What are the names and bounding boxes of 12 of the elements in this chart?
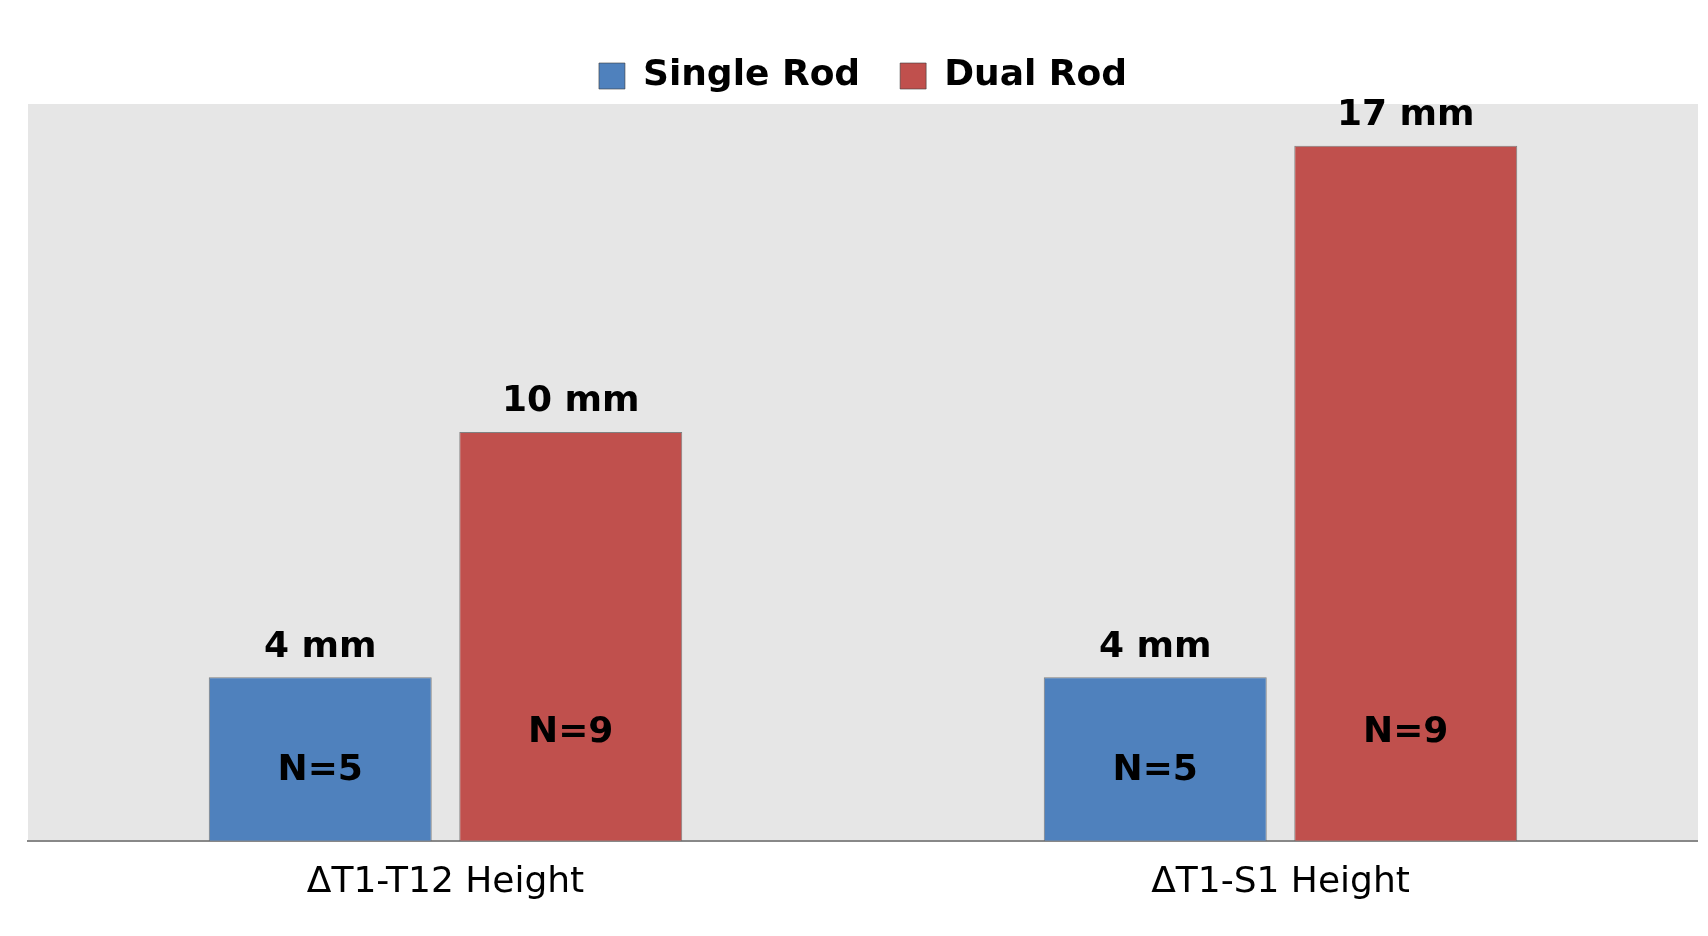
legend-label: Dual Rod — [944, 52, 1128, 94]
data-label: 4 mm — [263, 623, 377, 665]
data-label: 17 mm — [1336, 92, 1475, 134]
annotation: N=5 — [277, 747, 363, 789]
x-tick-label: ΔT1-S1 Height — [1151, 858, 1410, 900]
annotation: N=9 — [528, 709, 614, 751]
legend-label: Single Rod — [642, 52, 861, 94]
x-tick-label: ΔT1-T12 Height — [306, 858, 585, 900]
annotation: N=5 — [1112, 747, 1198, 789]
annotation: N=9 — [1363, 709, 1449, 751]
data-label: 4 mm — [1098, 623, 1212, 665]
data-label: 10 mm — [501, 378, 640, 420]
